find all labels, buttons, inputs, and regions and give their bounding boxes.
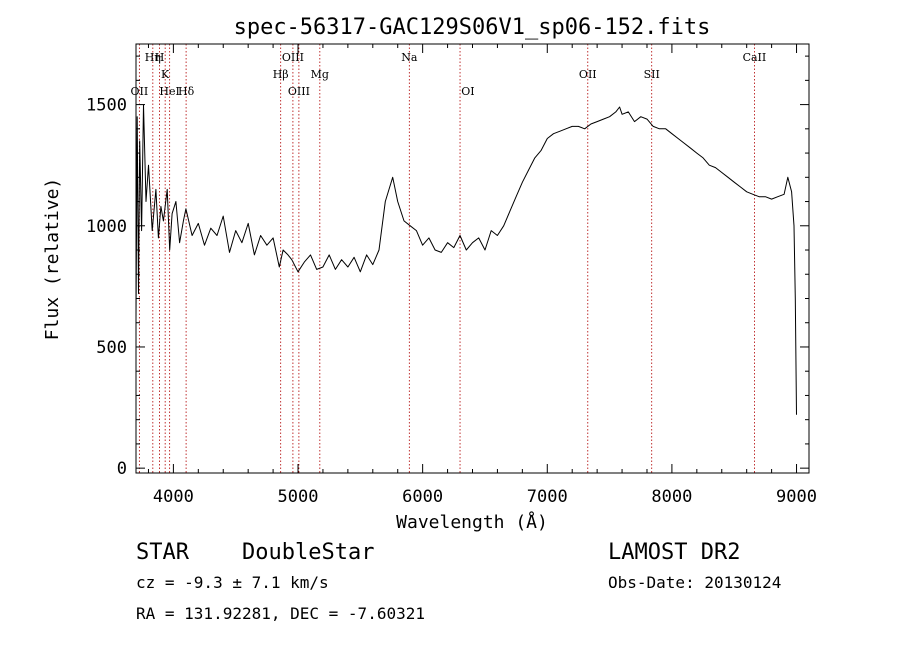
line-annotation-label: H [155, 51, 165, 64]
line-annotation-label: Na [401, 51, 418, 64]
plot-frame [135, 43, 810, 474]
x-axis-ticks: 4000 5000 6000 7000 8000 9000 [147, 44, 817, 507]
x-tick-label: 8000 [651, 487, 692, 507]
spectrum-series [135, 104, 797, 415]
line-annotation-label: Hδ [178, 85, 195, 98]
line-annotation-label: OIII [282, 51, 304, 64]
line-annotation-label: Hη [145, 51, 161, 64]
x-tick-label: 5000 [278, 487, 319, 507]
line-annotation-label: OII [579, 68, 597, 81]
x-axis-label: Wavelength (Å) [396, 511, 548, 533]
line-annotation-label: Hβ [273, 68, 289, 81]
x-tick-label: 9000 [776, 487, 817, 507]
x-tick-label: 7000 [527, 487, 568, 507]
redshift-text: cz = -9.3 ± 7.1 km/s [136, 573, 329, 592]
line-annotation-label: SII [644, 68, 660, 81]
x-tick-label: 4000 [153, 487, 194, 507]
survey-name: LAMOST DR2 [608, 540, 740, 565]
object-class: STAR [136, 540, 190, 565]
line-markers [138, 44, 755, 473]
line-annotation-label: Mg [311, 68, 329, 81]
line-annotation-label: CaII [743, 51, 767, 64]
y-tick-label: 500 [96, 338, 127, 358]
line-annotation-label: HeI [159, 85, 179, 98]
y-tick-label: 1500 [86, 96, 127, 116]
y-axis-ticks: 0 500 1000 1500 [86, 55, 809, 479]
obs-date-text: Obs-Date: 20130124 [608, 573, 781, 592]
spectrum-line [135, 104, 797, 415]
line-annotation-label: OII [131, 85, 149, 98]
line-annotation-label: OIII [288, 85, 310, 98]
object-subclass: DoubleStar [242, 540, 374, 565]
x-tick-label: 6000 [402, 487, 443, 507]
y-axis-label: Flux (relative) [42, 178, 63, 341]
line-annotation-label: K [161, 68, 170, 81]
y-tick-label: 0 [117, 459, 127, 479]
y-tick-label: 1000 [86, 217, 127, 237]
chart-title: spec-56317-GAC129S06V1_sp06-152.fits [234, 15, 711, 40]
coordinates-text: RA = 131.92281, DEC = -7.60321 [136, 604, 425, 623]
line-annotation-label: OI [461, 85, 474, 98]
